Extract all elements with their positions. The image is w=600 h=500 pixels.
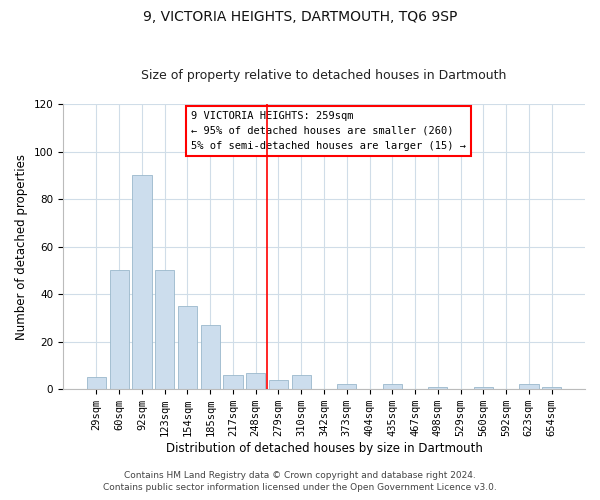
Bar [246, 372, 265, 389]
Bar [155, 270, 175, 389]
Bar [428, 387, 448, 389]
Bar [292, 375, 311, 389]
Title: Size of property relative to detached houses in Dartmouth: Size of property relative to detached ho… [142, 69, 507, 82]
Bar [87, 378, 106, 389]
Bar [178, 306, 197, 389]
Text: Contains HM Land Registry data © Crown copyright and database right 2024.
Contai: Contains HM Land Registry data © Crown c… [103, 471, 497, 492]
Bar [337, 384, 356, 389]
Bar [132, 176, 152, 389]
Bar [383, 384, 402, 389]
Text: 9 VICTORIA HEIGHTS: 259sqm
← 95% of detached houses are smaller (260)
5% of semi: 9 VICTORIA HEIGHTS: 259sqm ← 95% of deta… [191, 111, 466, 150]
Y-axis label: Number of detached properties: Number of detached properties [15, 154, 28, 340]
X-axis label: Distribution of detached houses by size in Dartmouth: Distribution of detached houses by size … [166, 442, 482, 455]
Bar [223, 375, 242, 389]
Text: 9, VICTORIA HEIGHTS, DARTMOUTH, TQ6 9SP: 9, VICTORIA HEIGHTS, DARTMOUTH, TQ6 9SP [143, 10, 457, 24]
Bar [519, 384, 539, 389]
Bar [269, 380, 288, 389]
Bar [542, 387, 561, 389]
Bar [110, 270, 129, 389]
Bar [200, 325, 220, 389]
Bar [473, 387, 493, 389]
